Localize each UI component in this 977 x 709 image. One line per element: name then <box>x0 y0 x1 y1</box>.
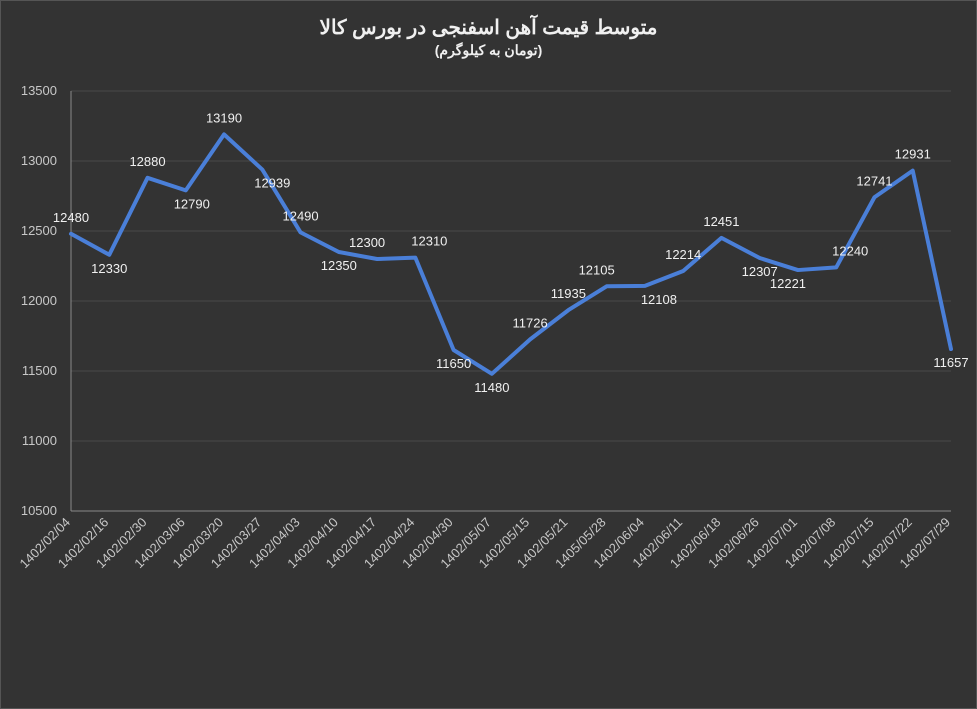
y-tick-label: 10500 <box>21 503 57 518</box>
y-tick-label: 11500 <box>22 363 57 378</box>
title-block: متوسط قیمت آهن اسفنجی در بورس کالا (توما… <box>1 15 976 59</box>
data-label: 12300 <box>349 235 385 250</box>
data-label: 11935 <box>551 286 586 301</box>
data-label: 11726 <box>513 315 548 330</box>
data-label: 12108 <box>641 292 677 307</box>
chart-subtitle: (تومان به کیلوگرم) <box>1 42 976 59</box>
data-label: 12790 <box>174 196 210 211</box>
data-label: 12240 <box>832 243 868 258</box>
data-label: 12931 <box>895 147 931 162</box>
data-label: 12214 <box>665 247 701 262</box>
data-label: 11650 <box>436 356 471 371</box>
data-label: 12490 <box>282 208 318 223</box>
data-label: 12330 <box>91 261 127 276</box>
y-tick-label: 11000 <box>22 433 57 448</box>
plot-area: 105001100011500120001250013000135001402/… <box>61 81 961 601</box>
plot-svg: 105001100011500120001250013000135001402/… <box>61 81 961 601</box>
y-tick-label: 13000 <box>21 153 57 168</box>
data-label: 11480 <box>474 380 509 395</box>
y-tick-label: 13500 <box>21 83 57 98</box>
data-label: 12221 <box>770 276 806 291</box>
data-label: 12451 <box>703 214 739 229</box>
data-label: 12880 <box>129 154 165 169</box>
data-label: 12350 <box>321 258 357 273</box>
y-tick-label: 12500 <box>21 223 57 238</box>
data-label: 12105 <box>579 262 615 277</box>
series-line <box>71 134 951 373</box>
data-label: 12310 <box>411 234 447 249</box>
data-label: 12741 <box>856 173 892 188</box>
chart-container: متوسط قیمت آهن اسفنجی در بورس کالا (توما… <box>0 0 977 709</box>
data-label: 12939 <box>254 176 290 191</box>
data-label: 11657 <box>933 355 968 370</box>
chart-title: متوسط قیمت آهن اسفنجی در بورس کالا <box>1 15 976 40</box>
y-tick-label: 12000 <box>21 293 57 308</box>
data-label: 12480 <box>53 210 89 225</box>
data-label: 13190 <box>206 110 242 125</box>
